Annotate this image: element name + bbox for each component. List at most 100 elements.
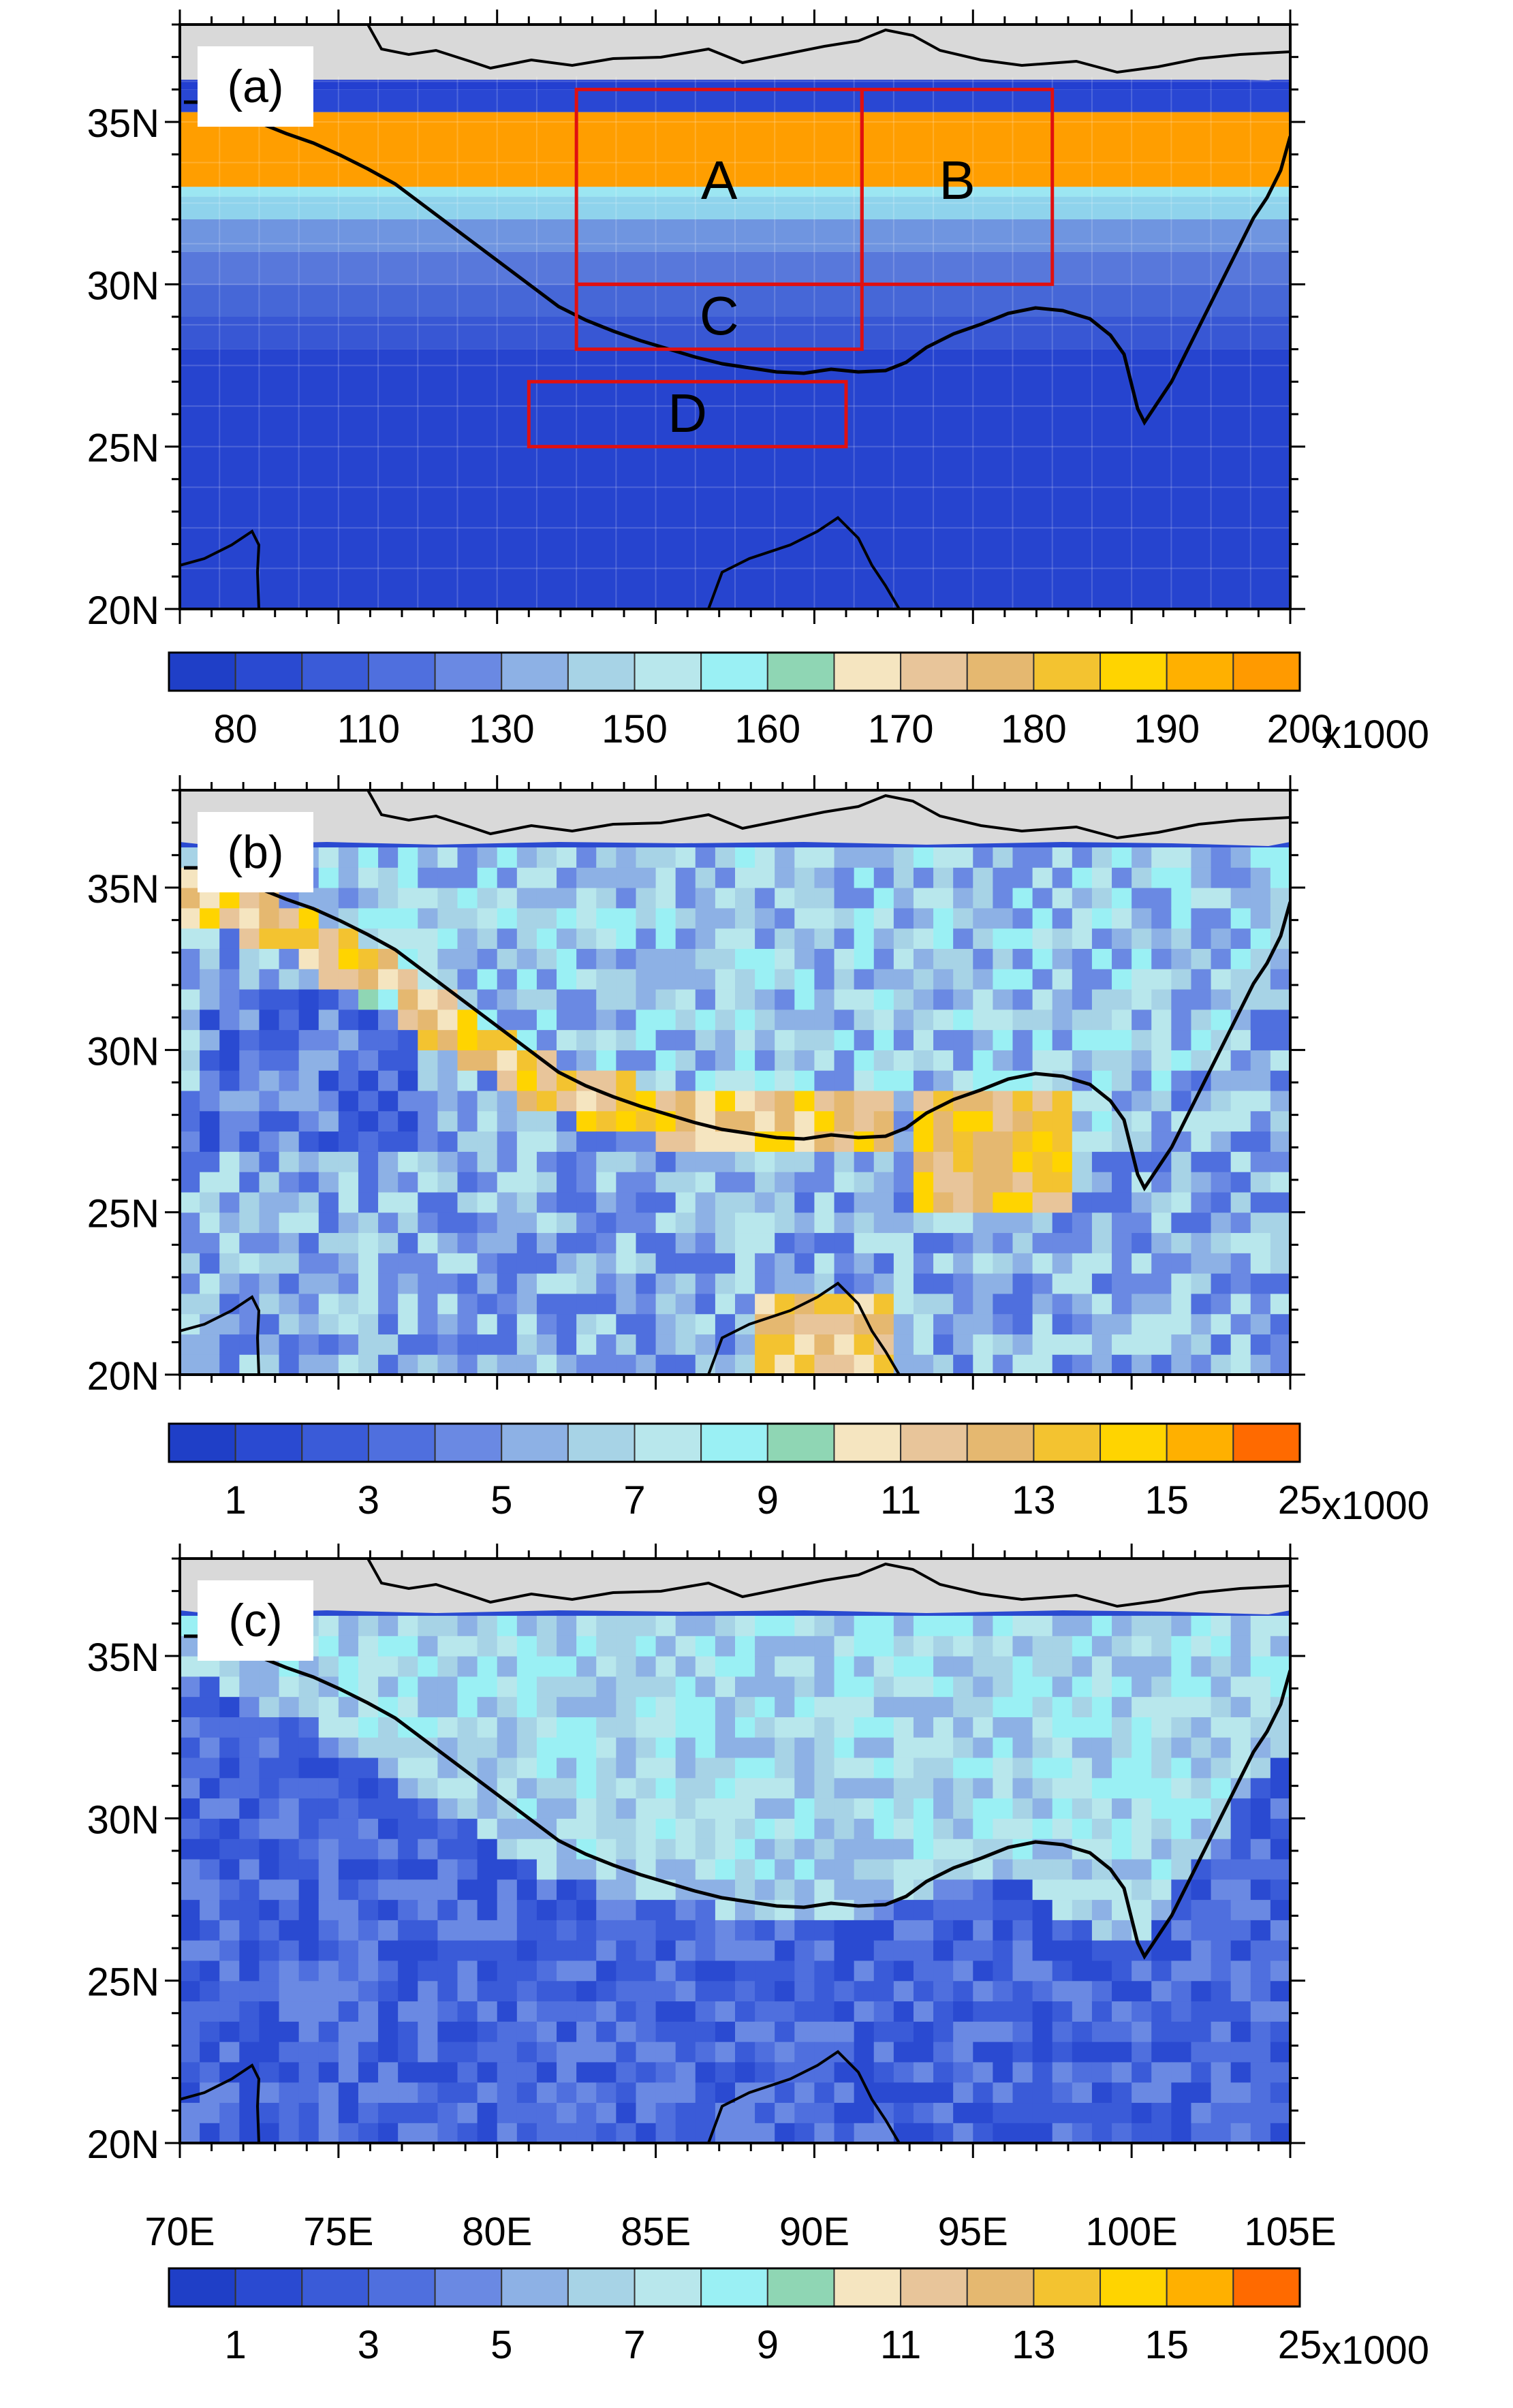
field-cell <box>378 1110 399 1132</box>
field-cell <box>616 1818 637 1839</box>
field-cell <box>1191 1676 1212 1698</box>
region-box-b <box>860 87 1055 286</box>
field-cell <box>1230 969 1251 990</box>
field-cell <box>516 2082 537 2104</box>
field-cell <box>1112 1920 1132 1941</box>
field-cell <box>873 1313 894 1335</box>
field-cell <box>675 1737 696 1758</box>
field-cell <box>477 1858 498 1880</box>
field-cell <box>477 928 498 949</box>
field-cell <box>715 1313 736 1335</box>
field-cell <box>636 1960 657 1982</box>
field-cell <box>557 1110 577 1132</box>
field-cell <box>1012 1656 1033 1677</box>
field-cell <box>219 1737 240 1758</box>
field-cell <box>636 1839 657 1860</box>
field-cell <box>834 1334 855 1355</box>
field-cell <box>1171 969 1192 990</box>
field-cell <box>794 2123 815 2143</box>
field-cell <box>775 1090 795 1112</box>
field-cell <box>1112 888 1132 909</box>
field-cell <box>814 1354 835 1375</box>
field-cell <box>755 2042 775 2063</box>
field-cell <box>437 1717 458 1738</box>
field-cell <box>893 2021 914 2042</box>
field-cell <box>735 969 755 990</box>
field-cell <box>497 1354 518 1375</box>
field-cell <box>437 1293 458 1315</box>
field-cell <box>516 1858 537 1880</box>
field-cell <box>1052 1293 1073 1315</box>
field-cell <box>1270 1899 1290 1920</box>
field-cell <box>1171 1696 1192 1717</box>
field-cell <box>873 1757 894 1779</box>
field-cell <box>794 1656 815 1677</box>
field-cell <box>873 928 894 949</box>
field-cell <box>457 1009 478 1031</box>
field-cell <box>497 847 518 868</box>
field-cell <box>636 1636 657 1657</box>
field-cell <box>200 1253 220 1274</box>
field-cell <box>516 1920 537 1941</box>
colorbar-swatch <box>766 1423 835 1463</box>
field-cell <box>516 2042 537 2063</box>
field-cell <box>378 1253 399 1274</box>
field-cell <box>794 1899 815 1920</box>
field-cell <box>1132 948 1152 969</box>
field-cell <box>378 1050 399 1071</box>
field-cell <box>675 1818 696 1839</box>
field-cell <box>180 1858 200 1880</box>
field-cell <box>1091 2001 1112 2022</box>
field-cell <box>794 988 815 1010</box>
field-cell <box>854 1777 875 1799</box>
field-cell <box>735 1879 755 1901</box>
field-cell <box>636 1334 657 1355</box>
field-cell <box>755 948 775 969</box>
y-tick-label: 25N <box>87 1960 159 2005</box>
field-cell <box>1132 1009 1152 1031</box>
field-cell <box>1171 1273 1192 1294</box>
field-cell <box>1091 969 1112 990</box>
field-cell <box>516 1110 537 1132</box>
field-cell <box>180 988 200 1010</box>
field-cell <box>873 2001 894 2022</box>
field-cell <box>1132 1717 1152 1738</box>
field-cell <box>655 1737 676 1758</box>
field-cell <box>775 1879 795 1901</box>
field-cell <box>298 1172 319 1193</box>
field-cell <box>1132 1253 1152 1274</box>
field-cell <box>1132 2102 1152 2123</box>
field-cell <box>418 1131 438 1152</box>
field-cell <box>536 888 557 909</box>
field-cell <box>794 1980 815 2002</box>
field-cell <box>398 1354 418 1375</box>
map-area-c <box>180 1559 1290 2143</box>
field-cell <box>318 888 339 909</box>
field-cell <box>953 2061 973 2083</box>
field-cell <box>775 1313 795 1335</box>
field-cell <box>279 1717 300 1738</box>
field-cell <box>1132 1354 1152 1375</box>
field-cell <box>200 1757 220 1779</box>
field-cell <box>219 1029 240 1050</box>
field-cell <box>636 1656 657 1677</box>
field-cell <box>1211 1191 1232 1213</box>
colorbar-swatch <box>501 1423 569 1463</box>
field-cell <box>933 1676 954 1698</box>
field-cell <box>814 969 835 990</box>
field-cell <box>418 1334 438 1355</box>
field-cell <box>913 1354 934 1375</box>
field-cell <box>200 2042 220 2063</box>
field-cell <box>1132 1858 1152 1880</box>
field-cell <box>437 2102 458 2123</box>
field-cell <box>775 948 795 969</box>
field-cell <box>477 1232 498 1253</box>
field-cell <box>1270 888 1290 909</box>
field-cell <box>596 1920 617 1941</box>
field-cell <box>1270 1656 1290 1677</box>
field-cell <box>755 1798 775 1819</box>
field-cell <box>180 1798 200 1819</box>
field-cell <box>913 1980 934 2002</box>
field-cell <box>993 1696 1014 1717</box>
